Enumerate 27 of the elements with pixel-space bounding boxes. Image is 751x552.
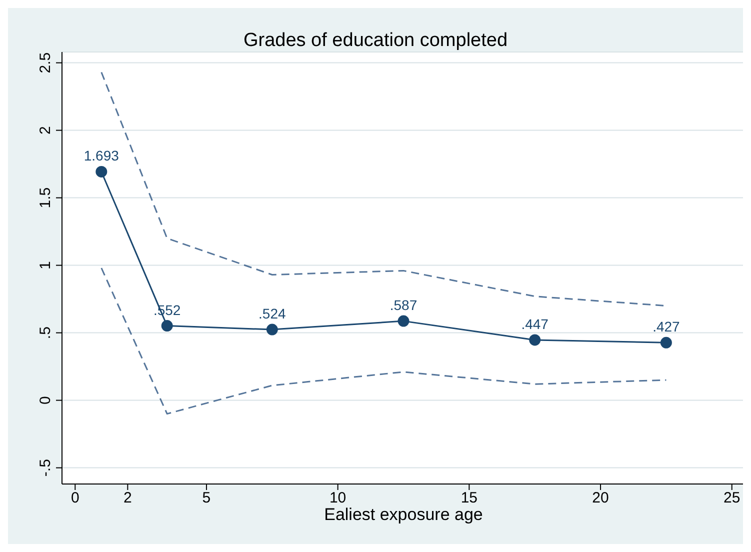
data-label: .427	[652, 318, 680, 335]
point	[96, 166, 108, 178]
x-tick-label: 10	[329, 490, 346, 507]
y-tick-label: 2.5	[37, 52, 54, 74]
x-tick-label: 25	[724, 490, 740, 507]
y-tick-label: -.5	[37, 459, 54, 477]
chart-title: Grades of education completed	[242, 30, 509, 52]
point	[529, 334, 541, 346]
x-tick-label: 20	[592, 490, 609, 507]
point	[660, 336, 672, 348]
point	[266, 324, 278, 336]
data-label: .447	[521, 316, 549, 332]
data-label: .524	[258, 306, 286, 322]
y-tick-label: 1	[37, 261, 54, 270]
data-label: 1.693	[84, 148, 120, 164]
y-tick-label: 0	[37, 396, 54, 404]
point	[398, 315, 410, 327]
x-tick-label: 15	[460, 490, 478, 507]
y-tick-label: .5	[37, 326, 54, 340]
data-label: .587	[390, 297, 418, 314]
x-tick-label: 2	[124, 490, 132, 507]
x-tick-label: 0	[70, 490, 80, 507]
point	[161, 320, 173, 332]
x-tick-label: 5	[202, 490, 211, 507]
x-axis-title: Ealiest exposure age	[324, 505, 483, 524]
y-tick-label: 1.5	[37, 187, 54, 208]
y-tick-label: 2	[37, 126, 54, 134]
